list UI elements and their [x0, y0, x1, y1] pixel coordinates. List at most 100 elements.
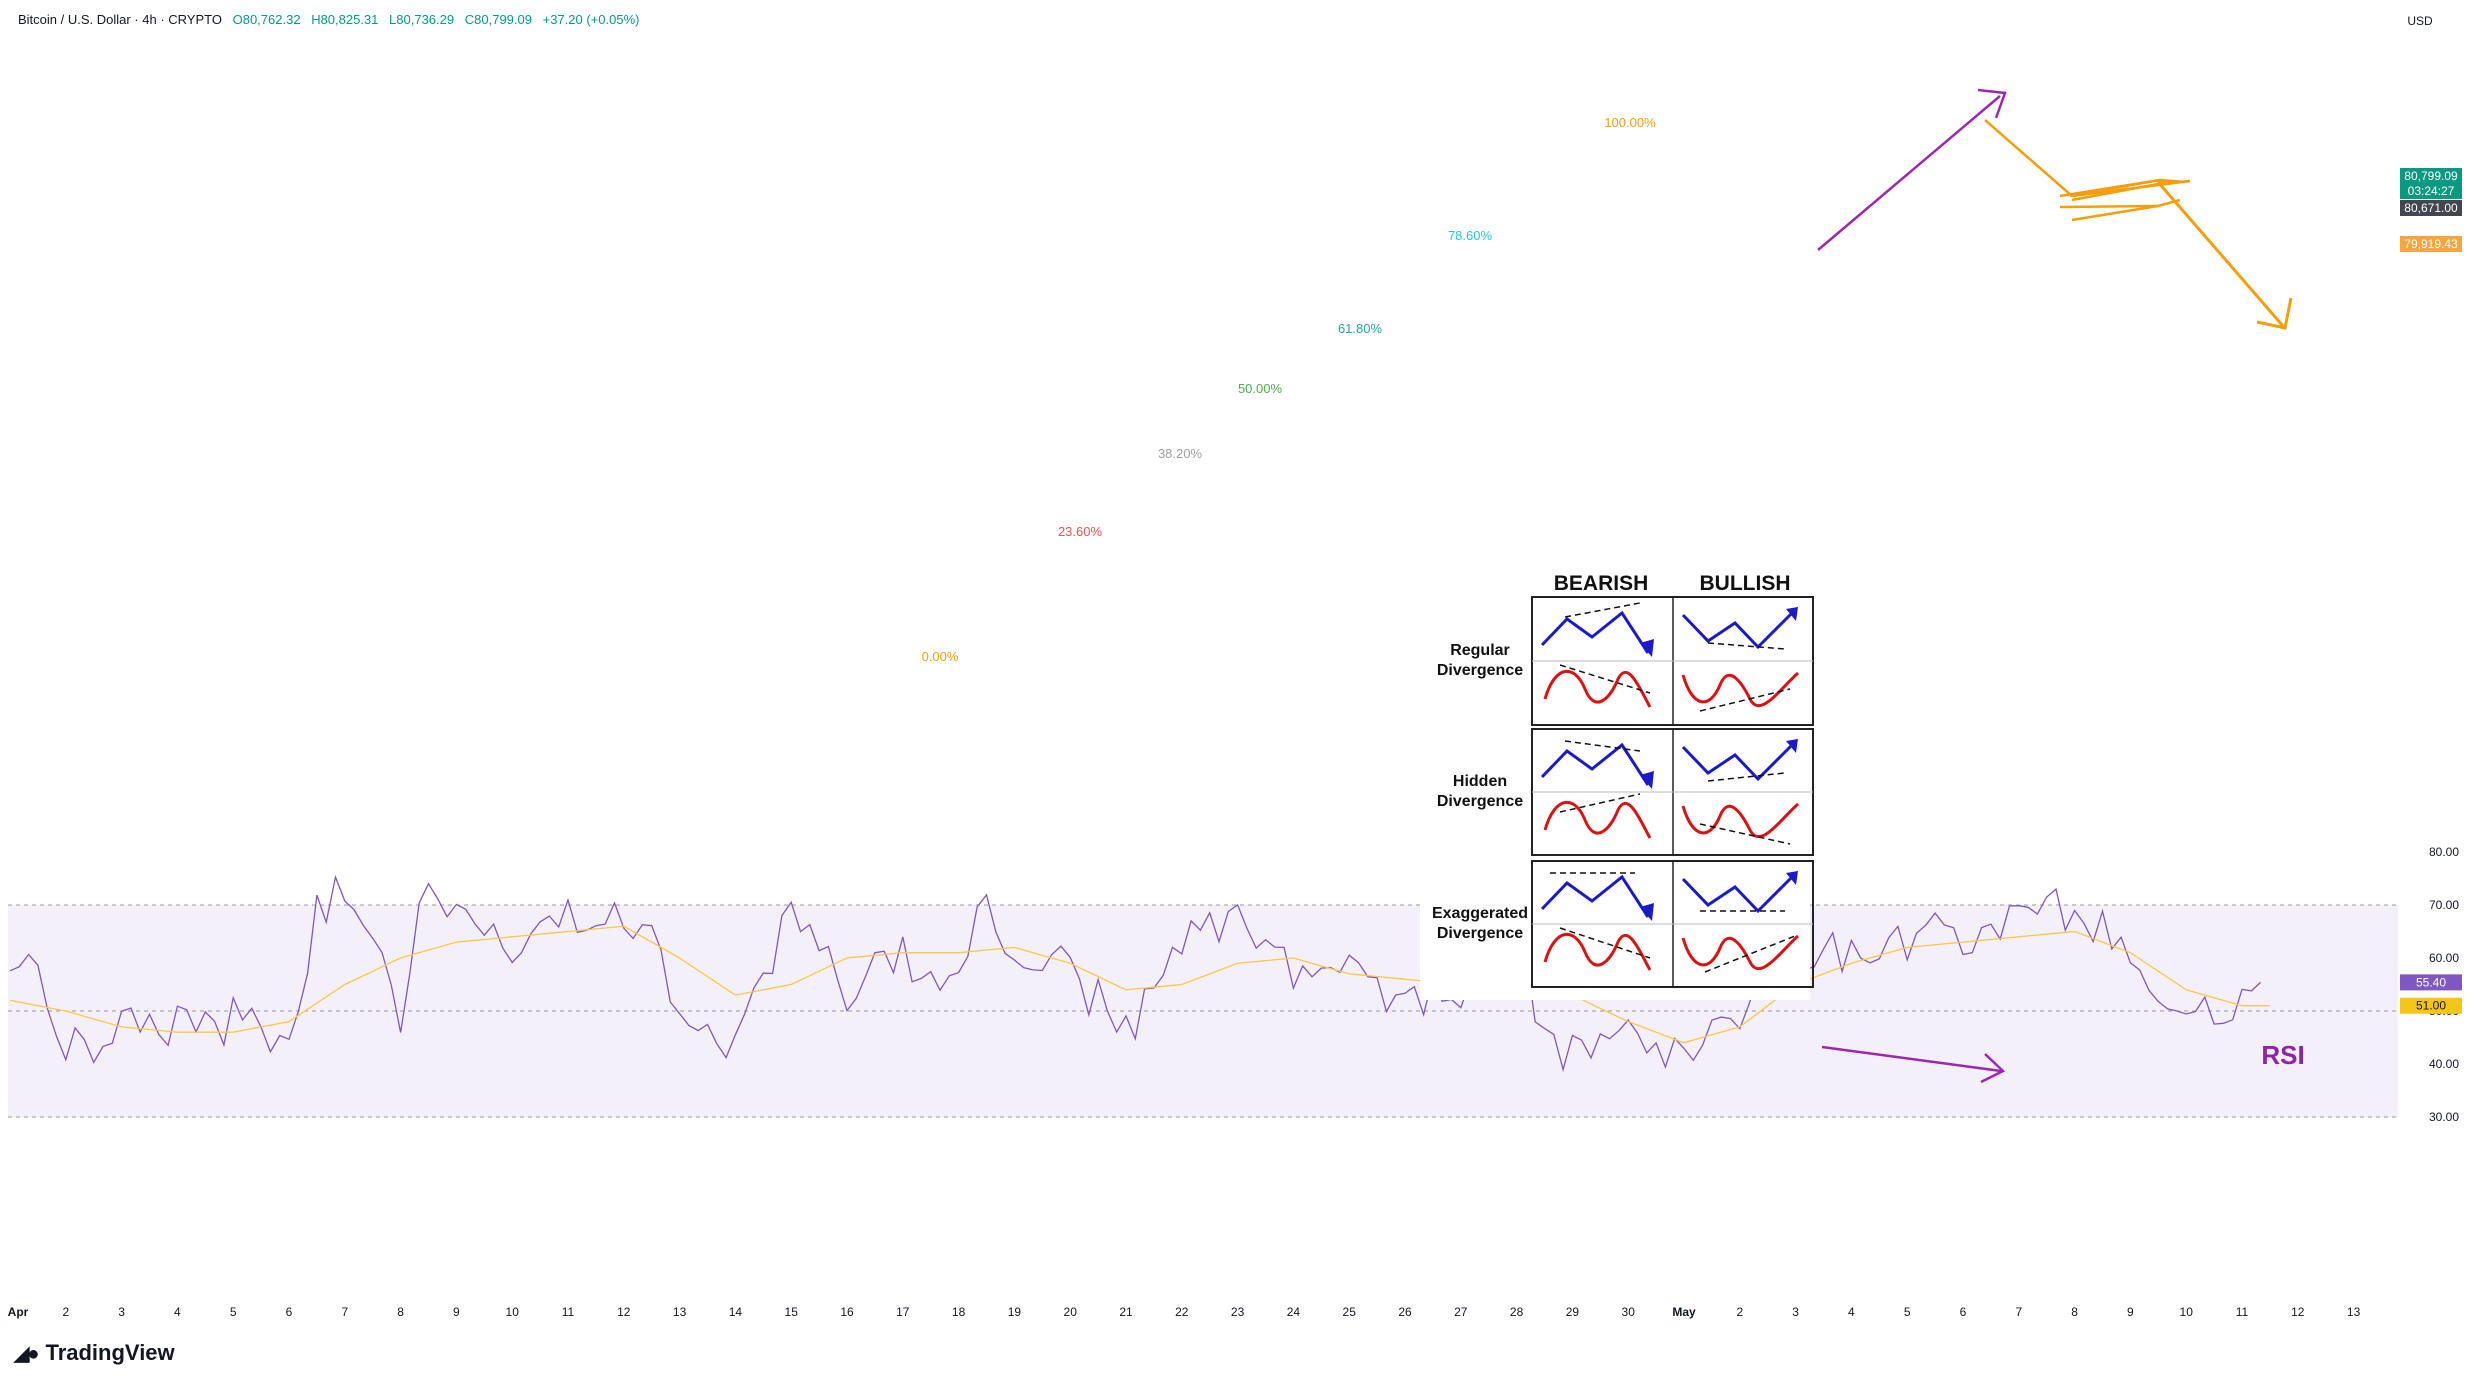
- divergence-guide: [1564, 602, 1641, 618]
- divergence-cheatsheet: BEARISH BULLISH Regular Divergence Hidden Div…: [1420, 560, 1814, 1000]
- price-label-value: 79,919.43: [2404, 237, 2458, 251]
- annotations: [1817, 88, 2293, 330]
- rsi-tick-label: 70.00: [2429, 898, 2459, 912]
- div-row-label: Exaggerated: [1432, 905, 1528, 922]
- fib-level-label: 23.60%: [1058, 524, 1103, 539]
- brand-name: TradingView: [45, 1340, 175, 1365]
- bullish-oscillator-wave: [1681, 802, 1799, 839]
- time-tick-label: 13: [2347, 1305, 2361, 1319]
- bullish-oscillator-wave: [1681, 934, 1799, 971]
- fib-level-label: 100.00%: [1604, 115, 1656, 130]
- rsi-divergence-arrowhead: [1980, 1053, 2006, 1084]
- price-label-value: 80,671.00: [2404, 201, 2458, 215]
- low-value: L80,736.29: [389, 12, 455, 27]
- arrowhead-icon: [1640, 903, 1654, 921]
- time-tick-label: 28: [1510, 1305, 1524, 1319]
- divergence-guide: [1699, 823, 1791, 845]
- fib-level-label: 61.80%: [1338, 321, 1383, 336]
- arrowhead-icon: [1640, 771, 1654, 789]
- time-tick-label: 12: [617, 1305, 631, 1319]
- time-tick-label: 3: [1792, 1305, 1799, 1319]
- rsi-ma-line: [9, 925, 2270, 1044]
- fib-level-label: 50.00%: [1238, 381, 1283, 396]
- fib-level-label: 0.00%: [922, 649, 959, 664]
- open-value: O80,762.32: [232, 12, 301, 27]
- uptrend-arrow: [1817, 95, 2001, 251]
- time-tick-label: 30: [1622, 1305, 1636, 1319]
- divergence-guide: [1559, 927, 1651, 959]
- time-tick-label: 18: [952, 1305, 966, 1319]
- rsi-value-label: 55.40: [2416, 975, 2446, 989]
- time-tick-label: 21: [1119, 1305, 1133, 1319]
- time-tick-label: 22: [1175, 1305, 1189, 1319]
- time-tick-label: 29: [1566, 1305, 1580, 1319]
- time-tick-label: 11: [2236, 1305, 2249, 1319]
- time-tick-label: 27: [1454, 1305, 1468, 1319]
- time-tick-label: 15: [785, 1305, 799, 1319]
- time-tick-label: 8: [397, 1305, 404, 1319]
- div-row-label: Regular: [1450, 642, 1510, 659]
- divergence-guide: [1699, 688, 1791, 712]
- bullish-price-zigzag: [1681, 609, 1796, 650]
- time-tick-label: 7: [2015, 1305, 2022, 1319]
- tradingview-logo-icon: ◢●: [14, 1342, 40, 1365]
- axis-unit-label: USD: [2407, 14, 2433, 28]
- div-row-label: Hidden: [1453, 773, 1507, 790]
- pattern-line: [1984, 119, 2073, 197]
- time-tick-label: 8: [2071, 1305, 2078, 1319]
- time-tick-label: 5: [1904, 1305, 1911, 1319]
- price-label-value: 03:24:27: [2408, 184, 2455, 198]
- time-tick-label: 9: [453, 1305, 460, 1319]
- div-row-label: Divergence: [1437, 662, 1523, 679]
- tradingview-brand[interactable]: ◢● TradingView: [14, 1340, 175, 1366]
- time-tick-label: 4: [1848, 1305, 1855, 1319]
- bearish-oscillator-wave: [1543, 801, 1652, 839]
- rsi-divergence-arrow: [1821, 1045, 2002, 1073]
- divergence-guide: [1707, 642, 1786, 650]
- high-value: H80,825.31: [311, 12, 379, 27]
- time-tick-label: 9: [2127, 1305, 2134, 1319]
- rsi-ma-value-label: 51.00: [2416, 999, 2446, 1013]
- divergence-guide: [1559, 793, 1641, 813]
- time-tick-label: 6: [1960, 1305, 1967, 1319]
- rsi-title: RSI: [2261, 1040, 2304, 1070]
- time-tick-label: Apr: [8, 1305, 29, 1319]
- price-axis: 65,000.0066,000.0067,000.0068,000.0069,0…: [2400, 14, 2462, 252]
- rsi-ma-value-box: [2400, 997, 2462, 1014]
- price-label-value: 80,799.09: [2404, 169, 2458, 183]
- arrowhead-icon: [1640, 639, 1654, 657]
- time-tick-label: 12: [2291, 1305, 2305, 1319]
- time-tick-label: 19: [1008, 1305, 1022, 1319]
- wedge-lower: [2071, 198, 2181, 222]
- time-tick-label: 20: [1064, 1305, 1078, 1319]
- breakdown-arrowhead: [2256, 297, 2293, 330]
- price-label-box: [2400, 168, 2462, 184]
- rsi-tick-label: 40.00: [2429, 1057, 2459, 1071]
- time-tick-label: 24: [1287, 1305, 1301, 1319]
- divergence-guide: [1707, 772, 1786, 782]
- arrowhead-icon: [1786, 739, 1798, 753]
- divergence-guide: [1564, 740, 1641, 752]
- symbol-header: Bitcoin / U.S. Dollar · 4h · CRYPTO O80,…: [18, 12, 646, 27]
- symbol-title[interactable]: Bitcoin / U.S. Dollar · 4h · CRYPTO: [18, 12, 222, 27]
- bullish-header: BULLISH: [1700, 572, 1791, 595]
- price-label-box: [2400, 183, 2462, 199]
- rsi-line: [9, 874, 2262, 1073]
- time-tick-label: 4: [174, 1305, 181, 1319]
- bullish-price-zigzag: [1681, 741, 1796, 782]
- divergence-guide: [1559, 664, 1651, 694]
- rsi-tick-label: 60.00: [2429, 951, 2459, 965]
- time-tick-label: 2: [1736, 1305, 1743, 1319]
- fib-level-label: 38.20%: [1158, 446, 1203, 461]
- bearish-header: BEARISH: [1554, 572, 1649, 595]
- div-row-label: Divergence: [1437, 925, 1523, 942]
- price-label-box: [2400, 236, 2462, 252]
- close-value: C80,799.09: [464, 12, 532, 27]
- bullish-price-zigzag: [1681, 873, 1796, 914]
- time-tick-label: 13: [673, 1305, 687, 1319]
- uptrend-arrowhead: [1977, 88, 2007, 119]
- time-tick-label: 16: [840, 1305, 854, 1319]
- rsi-value-box: [2400, 974, 2462, 991]
